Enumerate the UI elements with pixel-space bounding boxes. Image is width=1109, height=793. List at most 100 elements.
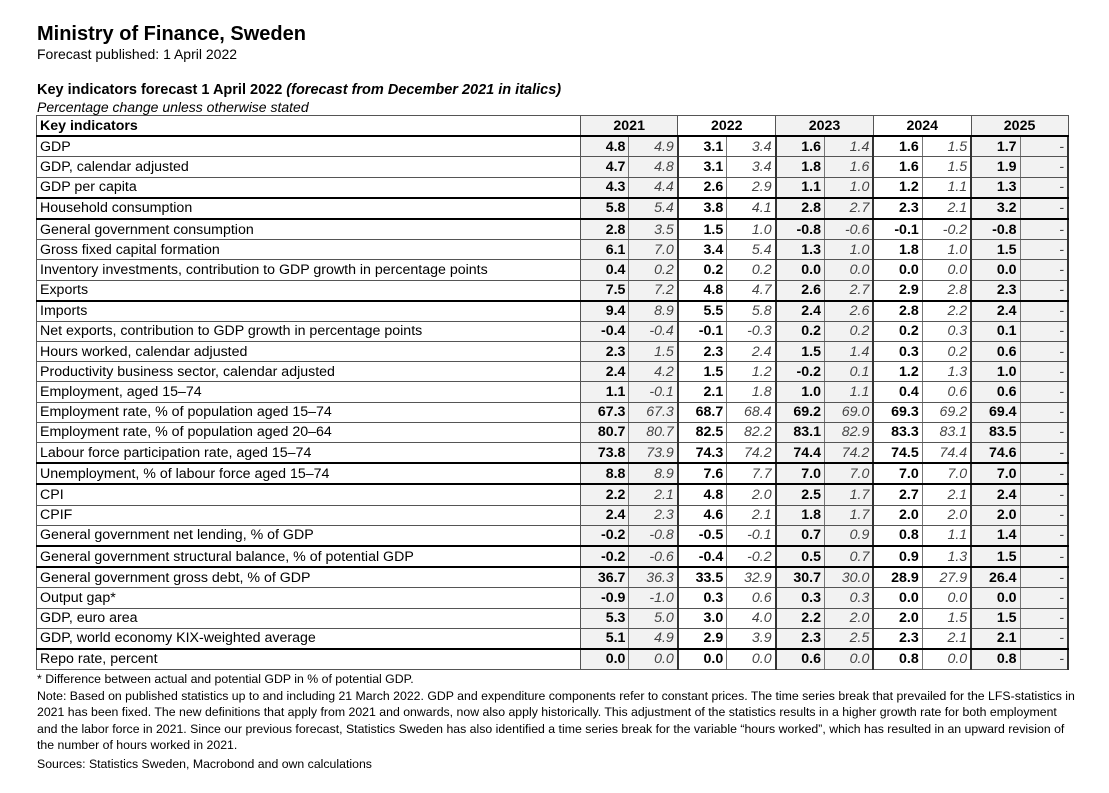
- footnote: * Difference between actual and potentia…: [37, 672, 414, 687]
- previous-forecast-value: 0.0: [824, 648, 875, 671]
- outcome-value: 4.8: [677, 483, 728, 506]
- table-row: Household consumption 5.8 5.4 3.8 4.1 2.8 2.7 2…: [35, 197, 1069, 220]
- outcome-value: 0.0: [580, 648, 630, 671]
- previous-forecast-value: -0.2: [921, 218, 973, 241]
- outcome-value: 1.8: [775, 156, 825, 178]
- outcome-value: 2.6: [775, 279, 825, 302]
- outcome-value: 2.7: [872, 483, 923, 506]
- outcome-value: 73.8: [580, 442, 630, 465]
- previous-forecast-value: -: [1019, 566, 1069, 589]
- outcome-value: -0.1: [677, 320, 728, 343]
- table-row: GDP, world economy KIX-weighted average 5…: [35, 627, 1069, 650]
- outcome-value: 2.8: [775, 197, 825, 220]
- previous-forecast-value: -: [1019, 524, 1069, 547]
- previous-forecast-value: -: [1019, 361, 1069, 383]
- row-label: Productivity business sector, calendar a…: [35, 361, 582, 383]
- outcome-value: 0.4: [580, 259, 630, 281]
- previous-forecast-value: -0.4: [628, 320, 679, 343]
- header-key-indicators: Key indicators: [35, 115, 582, 138]
- outcome-value: 0.0: [677, 648, 728, 671]
- outcome-value: 1.5: [775, 341, 825, 363]
- outcome-value: 1.2: [872, 361, 923, 383]
- previous-forecast-value: 4.9: [628, 627, 679, 650]
- outcome-value: 1.1: [775, 176, 825, 199]
- table-row: GDP, calendar adjusted 4.7 4.8 3.1 3.4 1.8 1.6…: [35, 156, 1069, 178]
- table-row: Unemployment, % of labour force aged 15–…: [35, 462, 1069, 486]
- row-label: GDP per capita: [35, 176, 582, 199]
- outcome-value: 1.5: [970, 545, 1021, 569]
- header-year: 2022: [677, 115, 777, 138]
- row-label: GDP, world economy KIX-weighted average: [35, 627, 582, 650]
- row-label: Net exports, contribution to GDP growth …: [35, 320, 582, 343]
- outcome-value: -0.4: [580, 320, 630, 343]
- previous-forecast-value: 74.4: [921, 442, 973, 465]
- outcome-value: 0.7: [775, 524, 825, 547]
- previous-forecast-value: 1.0: [824, 239, 875, 261]
- table-row: Repo rate, percent 0.0 0.0 0.0 0.0 0.6 0.0 0.8 0…: [35, 648, 1069, 671]
- previous-forecast-value: 0.6: [726, 587, 777, 609]
- outcome-value: 7.5: [580, 279, 630, 302]
- previous-forecast-value: 1.0: [921, 239, 973, 261]
- previous-forecast-value: 0.0: [726, 648, 777, 671]
- previous-forecast-value: 5.8: [726, 300, 777, 322]
- previous-forecast-value: 2.0: [824, 607, 875, 629]
- previous-forecast-value: 2.3: [628, 504, 679, 526]
- table-row: Imports 9.4 8.9 5.5 5.8 2.4 2.6 2.8 2.2 2.4-: [35, 300, 1069, 322]
- previous-forecast-value: 4.8: [628, 156, 679, 178]
- outcome-value: 0.4: [872, 381, 923, 403]
- previous-forecast-value: 3.4: [726, 135, 777, 158]
- previous-forecast-value: 69.2: [921, 401, 973, 423]
- outcome-value: 82.5: [677, 421, 728, 444]
- row-label: Household consumption: [35, 197, 582, 220]
- previous-forecast-value: 0.0: [921, 259, 973, 281]
- previous-forecast-value: 0.6: [921, 381, 973, 403]
- previous-forecast-value: 1.6: [824, 156, 875, 178]
- previous-forecast-value: 30.0: [824, 566, 875, 589]
- page-title: Ministry of Finance, Sweden: [37, 23, 306, 45]
- outcome-value: 2.2: [580, 483, 630, 506]
- outcome-value: 7.0: [775, 462, 825, 486]
- outcome-value: 1.8: [872, 239, 923, 261]
- outcome-value: 2.0: [970, 504, 1021, 526]
- outcome-value: 33.5: [677, 566, 728, 589]
- outcome-value: -0.2: [580, 524, 630, 547]
- outcome-value: 3.8: [677, 197, 728, 220]
- outcome-value: 5.5: [677, 300, 728, 322]
- outcome-value: 0.2: [872, 320, 923, 343]
- previous-forecast-value: 0.0: [628, 648, 679, 671]
- outcome-value: 2.4: [775, 300, 825, 322]
- outcome-value: -0.8: [970, 218, 1021, 241]
- outcome-value: -0.2: [775, 361, 825, 383]
- outcome-value: 83.1: [775, 421, 825, 444]
- outcome-value: -0.4: [677, 545, 728, 569]
- outcome-value: 3.4: [677, 239, 728, 261]
- outcome-value: -0.9: [580, 587, 630, 609]
- outcome-value: 2.3: [677, 341, 728, 363]
- outcome-value: 2.6: [677, 176, 728, 199]
- outcome-value: 2.8: [580, 218, 630, 241]
- row-label: Employment, aged 15–74: [35, 381, 582, 403]
- outcome-value: 8.8: [580, 462, 630, 486]
- previous-forecast-value: 0.7: [824, 545, 875, 569]
- outcome-value: 1.2: [872, 176, 923, 199]
- outcome-value: 2.4: [970, 483, 1021, 506]
- outcome-value: 28.9: [872, 566, 923, 589]
- row-label: Output gap*: [35, 587, 582, 609]
- previous-forecast-value: 82.2: [726, 421, 777, 444]
- table-row: Gross fixed capital formation 6.1 7.0 3.4 5.…: [35, 239, 1069, 261]
- row-label: Unemployment, % of labour force aged 15–…: [35, 462, 582, 486]
- previous-forecast-value: 83.1: [921, 421, 973, 444]
- previous-forecast-value: -: [1019, 648, 1069, 671]
- outcome-value: 69.2: [775, 401, 825, 423]
- header-year: 2024: [872, 115, 972, 138]
- previous-forecast-value: -: [1019, 320, 1069, 343]
- table-row: Inventory investments, contribution to G…: [35, 259, 1069, 281]
- previous-forecast-value: 2.0: [726, 483, 777, 506]
- outcome-value: 2.2: [775, 607, 825, 629]
- previous-forecast-value: 0.2: [921, 341, 973, 363]
- previous-forecast-value: 0.0: [921, 587, 973, 609]
- table-row: Exports 7.5 7.2 4.8 4.7 2.6 2.7 2.9 2.8 2.3-: [35, 279, 1069, 302]
- previous-forecast-value: 2.4: [726, 341, 777, 363]
- table-row: GDP 4.8 4.9 3.1 3.4 1.6 1.4 1.6 1.5 1.7-: [35, 135, 1069, 158]
- outcome-value: 74.4: [775, 442, 825, 465]
